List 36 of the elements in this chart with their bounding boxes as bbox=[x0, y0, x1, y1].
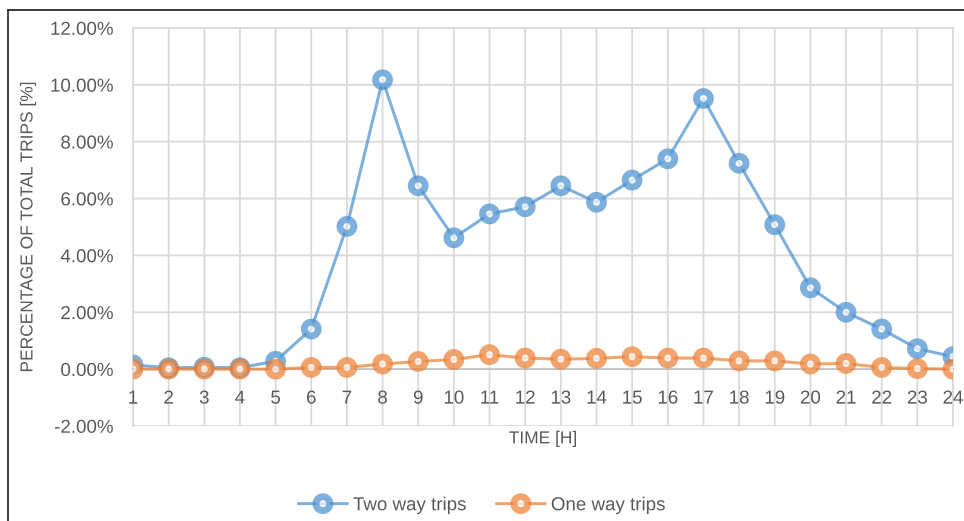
y-tick-label: 4.00% bbox=[60, 249, 113, 262]
x-tick-label: 19 bbox=[766, 390, 784, 404]
x-tick-label: 22 bbox=[872, 390, 892, 404]
x-tick-label: 23 bbox=[908, 390, 927, 404]
y-tick-label: 6.00% bbox=[61, 192, 113, 206]
x-tick-label: 17 bbox=[694, 390, 713, 404]
x-axis-title: TIME [H] bbox=[509, 430, 576, 447]
y-tick-label: 10.00% bbox=[51, 78, 113, 92]
x-tick-label: 14 bbox=[587, 390, 606, 404]
x-tick-label: 24 bbox=[944, 390, 963, 404]
x-tick-label: 9 bbox=[414, 390, 423, 404]
x-tick-label: 10 bbox=[444, 390, 464, 404]
y-tick-label: 2.00% bbox=[61, 306, 113, 320]
legend-label: Two way trips bbox=[353, 496, 466, 514]
legend-label: One way trips bbox=[552, 496, 665, 514]
y-tick-label: -2.00% bbox=[54, 420, 113, 433]
x-tick-label: 20 bbox=[800, 390, 820, 404]
x-tick-label: 6 bbox=[307, 390, 316, 404]
y-tick-label: 8.00% bbox=[61, 135, 113, 149]
x-tick-label: 11 bbox=[481, 390, 498, 404]
x-tick-label: 18 bbox=[730, 390, 749, 404]
y-tick-label: 0.00% bbox=[61, 362, 113, 376]
x-tick-label: 8 bbox=[378, 390, 387, 404]
x-tick-label: 5 bbox=[271, 390, 280, 404]
x-tick-label: 1 bbox=[129, 390, 138, 404]
x-tick-label: 12 bbox=[516, 390, 535, 404]
y-tick-label: 12.00% bbox=[51, 22, 113, 35]
x-tick-label: 21 bbox=[836, 390, 856, 404]
x-tick-label: 16 bbox=[658, 390, 678, 404]
y-axis-title: PERCENTAGE OF TOTAL TRIPS [%] bbox=[20, 82, 36, 372]
x-tick-label: 15 bbox=[623, 390, 642, 404]
x-tick-label: 2 bbox=[164, 390, 173, 404]
x-tick-label: 13 bbox=[552, 390, 570, 404]
x-tick-label: 4 bbox=[235, 390, 245, 404]
x-tick-label: 3 bbox=[200, 390, 209, 404]
x-tick-label: 7 bbox=[342, 390, 352, 404]
